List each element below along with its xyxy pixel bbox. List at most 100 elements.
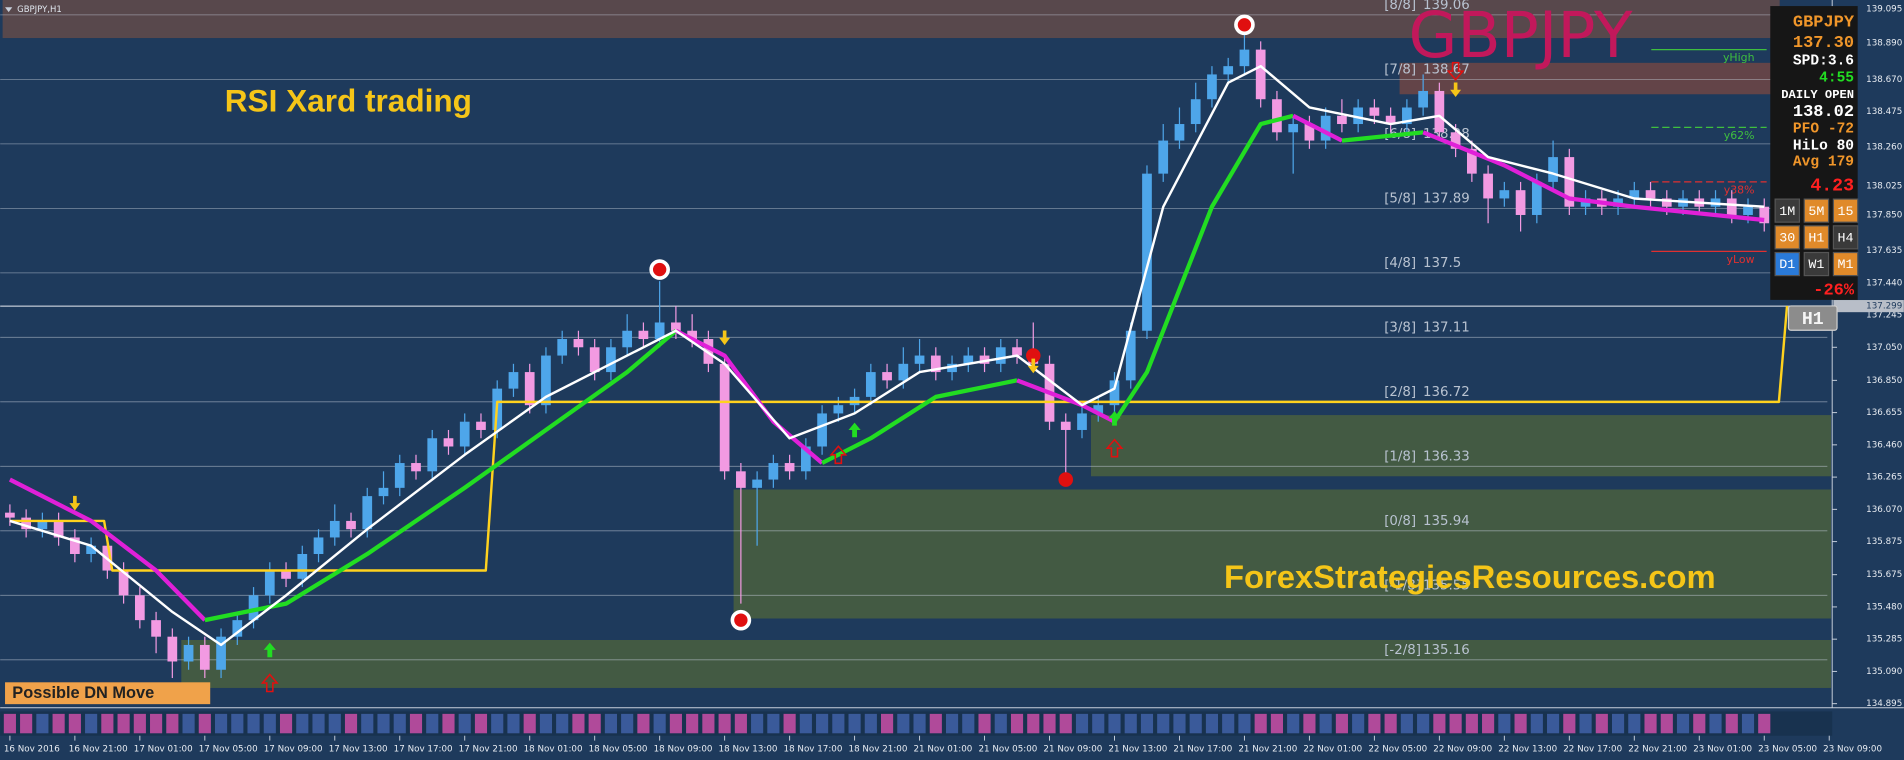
strip-cell <box>409 713 423 734</box>
strip-cell <box>816 713 829 734</box>
window-title: GBPJPY,H1 <box>17 5 62 15</box>
candle-body <box>1142 173 1152 331</box>
candle-body <box>264 570 275 596</box>
timeframe-label[interactable]: 30 <box>1779 231 1795 246</box>
candle-body <box>1174 124 1185 141</box>
timeframe-button[interactable] <box>1803 225 1830 250</box>
candle-body <box>963 355 974 364</box>
candle-body <box>1743 206 1753 215</box>
timeframe-label[interactable]: H4 <box>1838 231 1854 246</box>
chart-title: RSI Xard trading <box>225 83 472 119</box>
candle-body <box>411 463 421 472</box>
strip-cell <box>1270 713 1284 734</box>
candle-body <box>882 372 892 381</box>
level-label: [3/8] <box>1384 321 1416 336</box>
strip-cell <box>393 713 406 734</box>
indicators <box>8 14 1789 693</box>
candle-body <box>5 512 15 518</box>
day-level-label: y38% <box>1724 183 1755 196</box>
candle-body <box>1467 148 1477 174</box>
strip-cell <box>1400 713 1413 734</box>
level-value: 136.33 <box>1423 450 1470 465</box>
candle-body <box>199 644 210 670</box>
timeframe-label[interactable]: W1 <box>1808 258 1824 273</box>
strip-cell <box>1189 713 1202 734</box>
y-tick-label: 138.260 <box>1866 143 1902 153</box>
menu-icon <box>5 7 13 13</box>
strip-cell <box>978 713 991 734</box>
timeframe-button[interactable] <box>1832 251 1859 277</box>
y-tick-label: 139.095 <box>1866 5 1902 15</box>
timeframe-label[interactable]: D1 <box>1779 258 1795 273</box>
x-tick-label: 23 Nov 05:00 <box>1758 745 1817 755</box>
strip-cell <box>1222 713 1235 734</box>
strip-cell <box>312 713 325 734</box>
timeframe-button[interactable] <box>1774 198 1801 223</box>
timeframe-button[interactable] <box>1803 251 1830 277</box>
timeframe-button[interactable] <box>1774 225 1801 250</box>
x-tick-label: 18 Nov 13:00 <box>719 745 778 755</box>
x-tick-label: 21 Nov 01:00 <box>913 745 972 755</box>
y-tick-label: 137.440 <box>1866 278 1902 288</box>
strip-cell <box>929 713 942 734</box>
x-tick-label: 18 Nov 05:00 <box>589 745 648 755</box>
arrow-down-outline <box>1446 61 1465 81</box>
strip-cell <box>1368 713 1381 734</box>
timeframe-button[interactable] <box>1832 225 1859 250</box>
candle-body <box>297 553 308 579</box>
strip-cell <box>1741 713 1755 734</box>
x-tick-label: 17 Nov 05:00 <box>199 745 258 755</box>
timeframe-button[interactable] <box>1832 198 1859 223</box>
candle-body <box>1239 49 1250 67</box>
candle-body <box>1385 115 1396 125</box>
timeframe-label[interactable]: 5M <box>1808 205 1824 220</box>
level-value: 135.55 <box>1423 579 1470 594</box>
arrow-up-outline <box>829 445 848 465</box>
candle-body <box>346 520 356 530</box>
indicator-line <box>821 378 1018 465</box>
candle-body <box>313 537 324 554</box>
indicator-line <box>1112 113 1294 423</box>
arrow-up <box>1108 411 1121 426</box>
x-tick-label: 22 Nov 01:00 <box>1303 745 1362 755</box>
strip-cell <box>279 713 293 734</box>
symbol: GBPJPY <box>1793 13 1855 32</box>
candle-body <box>638 330 649 340</box>
strip-cell <box>1709 713 1722 734</box>
level-label: [-2/8] <box>1384 643 1421 658</box>
candles <box>5 33 1770 679</box>
strip-cell <box>263 713 276 734</box>
zone <box>2 0 1780 39</box>
arrow-down <box>719 330 731 346</box>
candle-body <box>995 347 1006 364</box>
candle-body <box>1255 49 1266 100</box>
timeframes: 1M 5M 15 30 H1 H4 D1 W1 M1 <box>1774 198 1859 277</box>
strip-cell <box>1482 713 1495 734</box>
strip-cell <box>1676 713 1690 734</box>
level-label: [1/8] <box>1384 450 1416 465</box>
timeframe-label[interactable]: H1 <box>1808 231 1824 246</box>
timeframe-button[interactable] <box>1774 251 1801 277</box>
timeframe-button[interactable] <box>1803 198 1830 223</box>
candle-body <box>1190 99 1201 125</box>
signal-dot <box>1025 348 1041 363</box>
candle-body <box>281 570 291 579</box>
period-badge <box>1787 305 1838 331</box>
candle-body <box>1060 421 1071 430</box>
y-tick-label: 136.460 <box>1866 440 1902 450</box>
indicator-line <box>204 329 678 623</box>
candle-body <box>573 339 584 348</box>
candle-body <box>1515 190 1526 215</box>
x-tick-label: 23 Nov 01:00 <box>1693 745 1752 755</box>
strip-cell <box>945 713 959 734</box>
timeframe-label[interactable]: 1M <box>1779 205 1795 220</box>
strip-cell <box>1725 713 1738 734</box>
strip-cell <box>491 713 504 734</box>
timeframe-label[interactable]: M1 <box>1838 258 1854 273</box>
candle-body <box>248 595 259 621</box>
timeframe-label[interactable]: 15 <box>1838 205 1854 220</box>
candle-body <box>1434 90 1445 133</box>
strip-cell <box>1108 713 1121 734</box>
level-value: 137.11 <box>1423 321 1470 336</box>
